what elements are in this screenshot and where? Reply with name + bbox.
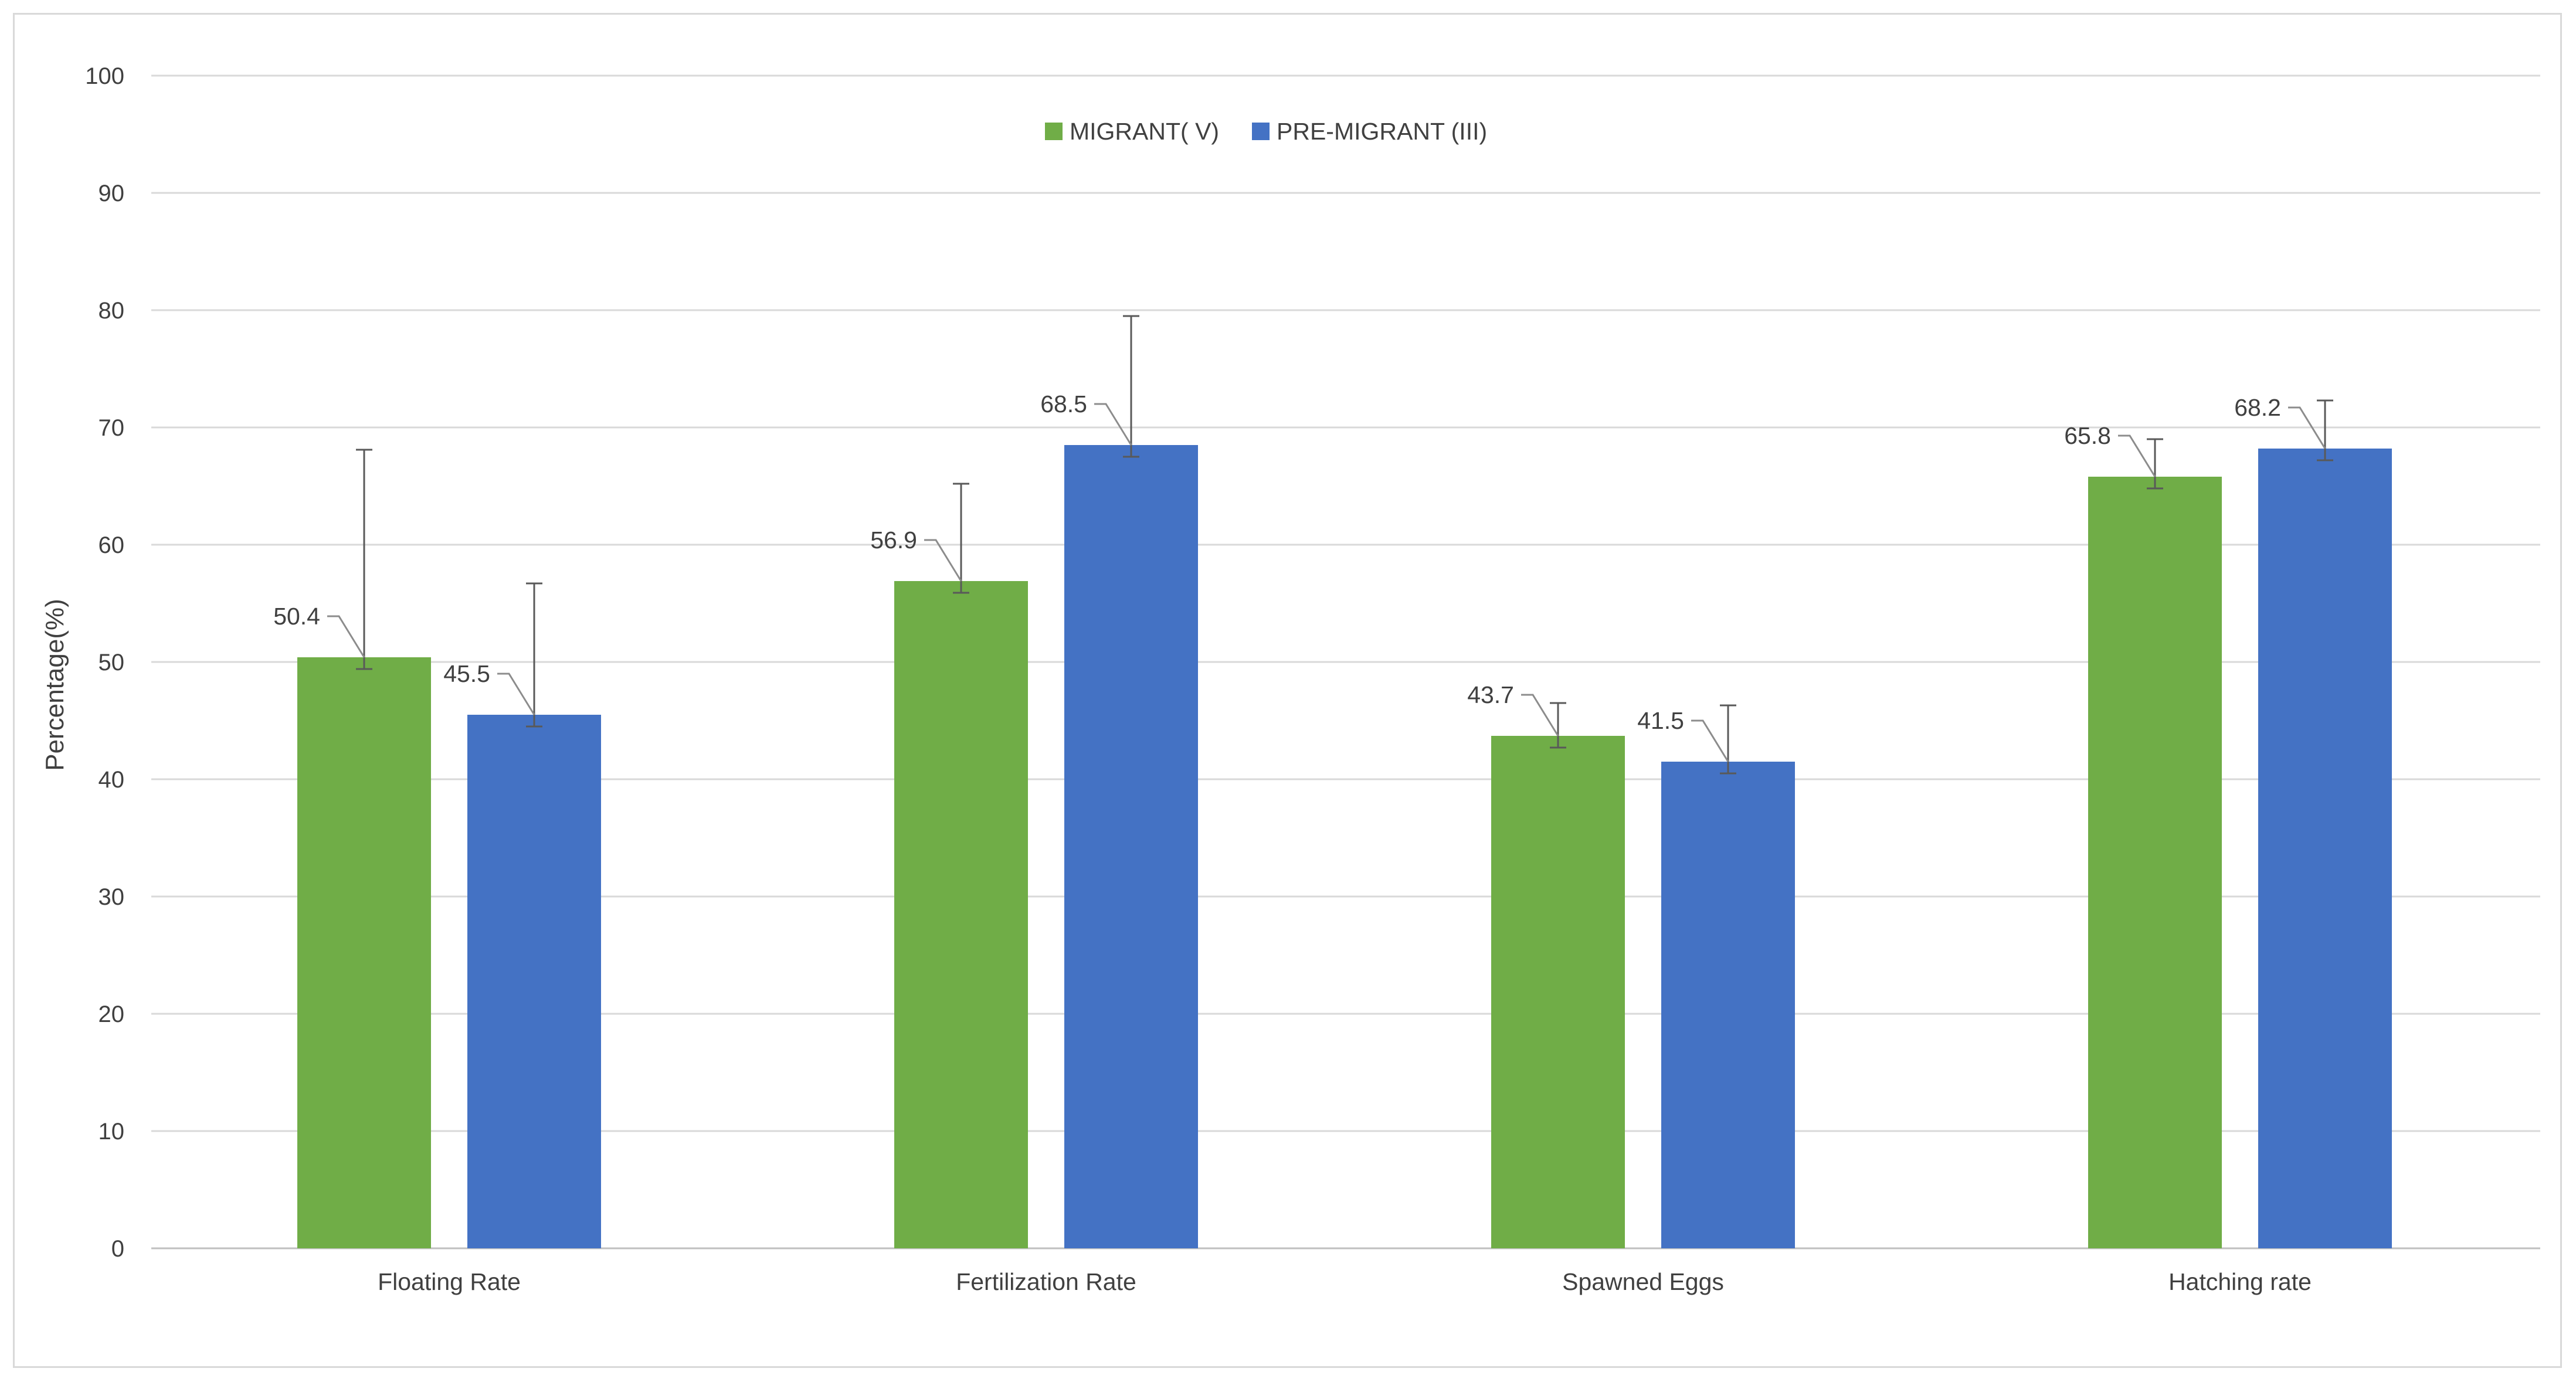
leader-line xyxy=(1691,719,1729,762)
y-axis-title: Percentage(%) xyxy=(40,599,69,770)
leader-line xyxy=(2288,406,2326,449)
y-tick-label: 60 xyxy=(99,532,125,558)
y-tick-label: 90 xyxy=(99,181,125,206)
data-label: 43.7 xyxy=(1467,681,1514,708)
leader-line xyxy=(1094,403,1132,446)
x-category-label: Floating Rate xyxy=(378,1268,521,1295)
legend-item[interactable]: MIGRANT( V) xyxy=(1045,118,1219,145)
bar[interactable] xyxy=(1064,445,1198,1248)
x-category-label: Hatching rate xyxy=(2168,1268,2312,1295)
data-label: 45.5 xyxy=(443,660,490,687)
data-label: 56.9 xyxy=(870,527,917,554)
y-tick-label: 80 xyxy=(99,298,125,324)
data-label: 65.8 xyxy=(2064,422,2111,449)
data-labels: 50.4 56.9 43.7 65.8 45.5 68.5 41.5 68.2 xyxy=(273,391,2326,762)
error-bar xyxy=(2147,438,2163,490)
legend-swatch xyxy=(1045,123,1063,140)
y-tick-label: 20 xyxy=(99,1001,125,1027)
legend-swatch xyxy=(1252,123,1270,140)
error-bar xyxy=(953,483,969,594)
bar[interactable] xyxy=(467,715,601,1248)
error-bar xyxy=(1720,704,1736,775)
legend-item[interactable]: PRE-MIGRANT (III) xyxy=(1252,118,1487,145)
x-category-label: Spawned Eggs xyxy=(1562,1268,1724,1295)
y-tick-label: 50 xyxy=(99,650,125,675)
y-tick-label: 10 xyxy=(99,1119,125,1145)
leader-line xyxy=(327,615,365,658)
x-category-label: Fertilization Rate xyxy=(956,1268,1136,1295)
bar[interactable] xyxy=(1491,736,1625,1248)
legend-label: MIGRANT( V) xyxy=(1070,118,1219,145)
error-bar xyxy=(1550,702,1566,749)
bar[interactable] xyxy=(297,657,431,1248)
error-bars xyxy=(356,315,2333,775)
bar[interactable] xyxy=(2088,477,2222,1248)
leader-line xyxy=(497,673,535,715)
y-axis-ticks: 0 10 20 30 40 50 60 70 80 90 100 xyxy=(85,63,124,1262)
leader-line xyxy=(1521,694,1559,736)
error-bar xyxy=(356,449,372,670)
legend-label: PRE-MIGRANT (III) xyxy=(1277,118,1487,145)
y-tick-label: 0 xyxy=(111,1236,124,1262)
error-bar xyxy=(2317,399,2333,461)
y-tick-label: 30 xyxy=(99,884,125,910)
y-tick-label: 100 xyxy=(85,63,124,89)
y-tick-label: 70 xyxy=(99,415,125,441)
y-tick-label: 40 xyxy=(99,767,125,793)
data-label: 50.4 xyxy=(273,603,320,630)
bars xyxy=(297,445,2392,1248)
legend[interactable]: MIGRANT( V) PRE-MIGRANT (III) xyxy=(1045,118,1487,145)
x-axis-categories: Floating Rate Fertilization Rate Spawned E… xyxy=(378,1268,2312,1295)
data-label: 68.5 xyxy=(1040,391,1087,417)
bar[interactable] xyxy=(894,581,1028,1248)
error-bar xyxy=(1123,315,1139,458)
data-label: 41.5 xyxy=(1637,707,1684,734)
bar[interactable] xyxy=(2258,449,2392,1248)
bar[interactable] xyxy=(1661,762,1795,1248)
error-bar xyxy=(526,582,542,728)
data-label: 68.2 xyxy=(2234,394,2281,421)
leader-line xyxy=(924,539,962,582)
leader-line xyxy=(2118,434,2156,477)
